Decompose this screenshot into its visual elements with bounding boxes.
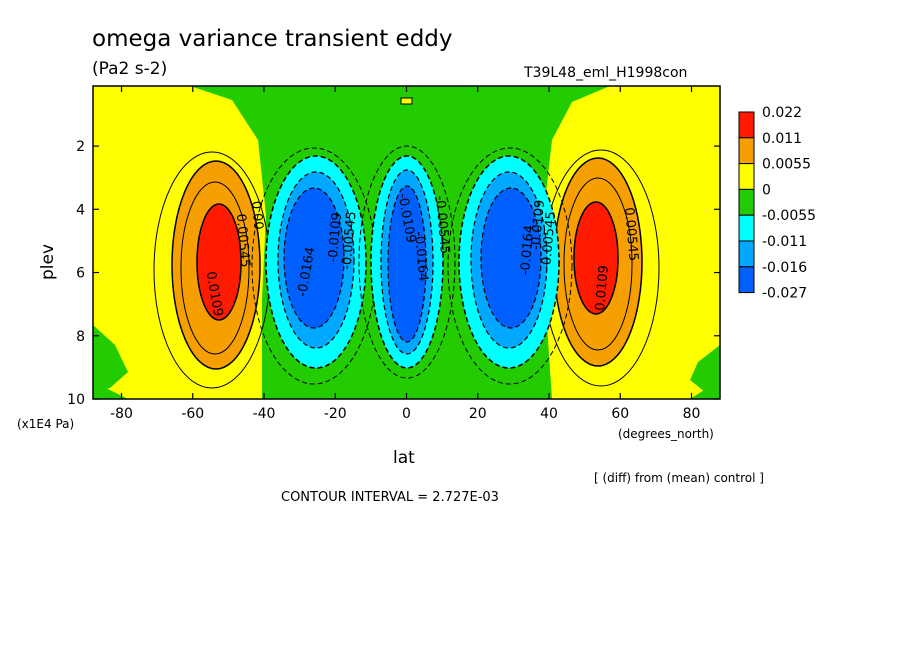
x-tick-label: -20 bbox=[324, 406, 347, 422]
colorbar-label: -0.0055 bbox=[762, 208, 816, 224]
x-tick-label: 0 bbox=[402, 406, 411, 422]
y-axis: 2 4 6 8 10 bbox=[67, 139, 720, 408]
chart-units: (Pa2 s-2) bbox=[92, 59, 167, 79]
contour-fill-left-red bbox=[196, 203, 242, 321]
colorbar-label: 0.0055 bbox=[762, 157, 811, 173]
contour-label: 0.00545 bbox=[233, 213, 253, 268]
contour-fill-neg-center-blue bbox=[387, 185, 427, 343]
contour-line-neg-center-outer bbox=[358, 145, 456, 379]
x-tick-label: -80 bbox=[110, 406, 133, 422]
colorbar-swatch bbox=[738, 111, 755, 139]
x-tick-label: 40 bbox=[540, 406, 558, 422]
contour-label: -0.00545 bbox=[432, 195, 452, 255]
colorbar: 0.022 0.011 0.0055 0 -0.0055 -0.011 -0.016 -0.0… bbox=[738, 105, 816, 302]
colorbar-label: 0.011 bbox=[762, 131, 802, 147]
x-tick-label: -40 bbox=[253, 406, 276, 422]
small-contour-near-top bbox=[400, 97, 413, 105]
contour-label: 0.00 bbox=[248, 200, 265, 230]
colorbar-swatch bbox=[738, 163, 755, 190]
colorbar-swatch bbox=[738, 214, 755, 242]
y-tick-label: 6 bbox=[76, 266, 85, 282]
contour-field: 0.01090.005450.00-0.0164-0.0109-0.00545-… bbox=[93, 86, 720, 399]
x-tick-label: -60 bbox=[181, 406, 204, 422]
colorbar-label: -0.011 bbox=[762, 234, 807, 250]
colorbar-swatch bbox=[738, 266, 755, 294]
y-axis-label: plev bbox=[38, 244, 58, 280]
x-tick-label: 80 bbox=[683, 406, 701, 422]
colorbar-label: 0 bbox=[762, 182, 771, 198]
contour-line-left-mid bbox=[180, 181, 250, 355]
contour-fill-neg-right-blue bbox=[480, 187, 542, 329]
contour-label: -0.0164 bbox=[518, 224, 537, 275]
x-axis-units: (degrees_north) bbox=[618, 427, 714, 441]
contour-label: -0.00545 bbox=[539, 211, 559, 271]
contour-label: 0.00545 bbox=[621, 207, 641, 262]
contour-fill-right-green-bottom bbox=[690, 345, 720, 392]
colorbar-swatch bbox=[738, 240, 755, 268]
contour-line-neg-right-outer bbox=[447, 147, 573, 385]
x-axis: -80 -60 -40 -20 0 20 40 60 80 bbox=[110, 86, 700, 422]
contour-interval: CONTOUR INTERVAL = 2.727E-03 bbox=[281, 490, 499, 505]
y-tick-label: 2 bbox=[76, 139, 85, 155]
colorbar-label: -0.016 bbox=[762, 260, 807, 276]
contour-label: -0.0164 bbox=[411, 231, 430, 282]
chart-title: omega variance transient eddy bbox=[92, 26, 453, 52]
contour-fill-right-red bbox=[573, 201, 619, 315]
y-tick-label: 4 bbox=[76, 202, 85, 218]
contour-labels: 0.01090.005450.00-0.0164-0.0109-0.00545-… bbox=[203, 192, 641, 318]
contour-fill-neg-left-blue bbox=[283, 187, 345, 329]
colorbar-label: -0.027 bbox=[762, 286, 807, 302]
x-axis-label: lat bbox=[393, 448, 415, 468]
y-axis-units: (x1E4 Pa) bbox=[17, 417, 74, 431]
y-tick-label: 8 bbox=[76, 329, 85, 345]
y-tick-label: 10 bbox=[67, 392, 85, 408]
x-tick-label: 20 bbox=[469, 406, 487, 422]
contour-label: -0.0109 bbox=[529, 199, 548, 250]
contour-label: -0.0109 bbox=[326, 212, 345, 263]
colorbar-swatch bbox=[738, 188, 755, 216]
contour-line-right-mid bbox=[563, 177, 633, 351]
contour-label: -0.00545 bbox=[340, 211, 360, 271]
diff-note: [ (diff) from (mean) control ] bbox=[594, 471, 764, 485]
colorbar-label: 0.022 bbox=[762, 105, 802, 121]
contour-label: 0.0109 bbox=[593, 265, 612, 312]
run-label: T39L48_eml_H1998con bbox=[523, 65, 687, 81]
contour-fill-left-green-bottom bbox=[93, 325, 128, 392]
colorbar-swatch bbox=[738, 137, 755, 165]
x-tick-label: 60 bbox=[611, 406, 629, 422]
